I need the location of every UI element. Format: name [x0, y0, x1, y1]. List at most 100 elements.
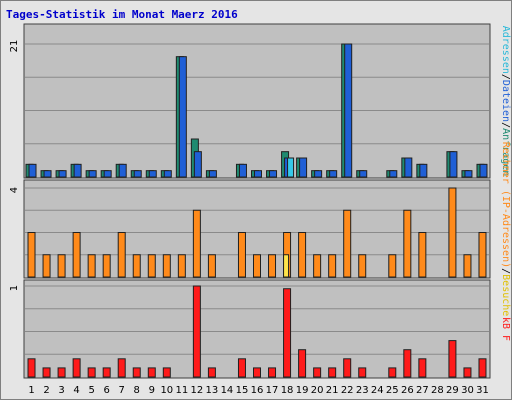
bar-visits-rechner-day-17 [268, 254, 277, 278]
bar-visits-rechner-day-20 [313, 254, 322, 278]
x-tick-label-day-14: 14 [221, 385, 234, 396]
bar-visits-rechner-day-5 [87, 254, 96, 278]
bar-kb-kb-f-day-21 [328, 367, 337, 378]
x-tick-label-day-4: 4 [73, 385, 79, 396]
legend-part: Adressen [500, 26, 511, 74]
legend-part: kB F [500, 317, 511, 341]
bar-visits-rechner-day-9 [147, 254, 156, 278]
bar-kb-kb-f-day-6 [102, 367, 111, 378]
bar-visits-rechner-day-10 [162, 254, 171, 278]
x-tick-label-day-12: 12 [191, 385, 204, 396]
panel-kb-ymax-label: 1 [9, 285, 20, 291]
bar-visits-rechner-day-16 [253, 254, 261, 278]
bar-visits-rechner-day-13 [207, 254, 216, 278]
x-tick-label-day-13: 13 [206, 385, 219, 396]
x-tick-label-day-1: 1 [28, 385, 34, 396]
bar-kb-kb-f-day-2 [42, 367, 51, 378]
bar-kb-kb-f-day-7 [117, 358, 126, 378]
panel-kb-legend-label: kB F [500, 317, 511, 341]
bar-hits-dateien-day-2 [43, 170, 52, 178]
x-tick-label-day-11: 11 [175, 385, 188, 396]
bar-hits-dateien-day-3 [58, 170, 67, 178]
bar-visits-rechner-day-22 [343, 209, 352, 278]
x-tick-label-day-18: 18 [281, 385, 294, 396]
legend-part: / [500, 122, 511, 128]
x-tick-label-day-7: 7 [119, 385, 125, 396]
panel-kb: 1 kB F [9, 279, 511, 379]
bar-visits-rechner-day-21 [328, 254, 337, 278]
bar-visits-besuche-day-18 [283, 254, 290, 278]
bar-visits-rechner-day-3 [57, 254, 66, 278]
bar-visits-rechner-day-1 [27, 232, 36, 278]
bar-hits-dateien-day-6 [103, 170, 112, 178]
bar-kb-kb-f-day-1 [27, 358, 36, 378]
bar-kb-kb-f-day-8 [132, 367, 141, 378]
bar-visits-rechner-day-7 [117, 232, 126, 278]
series-kb-f [27, 285, 487, 378]
x-tick-label-day-27: 27 [416, 385, 429, 396]
x-tick-label-day-8: 8 [134, 385, 140, 396]
bar-visits-rechner-day-12 [192, 209, 201, 278]
bar-hits-dateien-day-9 [148, 170, 157, 178]
series-adressen [287, 157, 295, 178]
chart-panels: 21 Adressen/Dateien/Anfragen 4 Rechner (IP-… [9, 23, 511, 379]
bar-hits-dateien-day-22 [344, 43, 353, 178]
legend-part: Dateien [500, 80, 511, 122]
bar-visits-rechner-day-4 [72, 232, 81, 278]
bar-hits-dateien-day-13 [208, 170, 217, 178]
bar-visits-rechner-day-15 [237, 232, 246, 278]
bar-visits-rechner-day-29 [448, 187, 457, 278]
x-tick-label-day-23: 23 [356, 385, 369, 396]
bar-kb-kb-f-day-29 [448, 340, 457, 378]
bar-visits-rechner-day-6 [102, 254, 111, 278]
bar-kb-kb-f-day-22 [343, 358, 352, 378]
bar-hits-dateien-day-8 [133, 170, 142, 178]
legend-part: / [500, 74, 511, 80]
legend-part: Besuche [500, 274, 511, 316]
bar-visits-rechner-day-11 [177, 254, 186, 278]
bar-kb-kb-f-day-27 [418, 358, 427, 378]
x-tick-label-day-10: 10 [160, 385, 173, 396]
panel-visits-ymax-label: 4 [9, 187, 20, 193]
series-besuche [283, 254, 290, 278]
bar-hits-dateien-day-12 [193, 151, 202, 178]
bar-kb-kb-f-day-3 [57, 367, 66, 378]
panel-hits-ymax-label: 21 [9, 40, 20, 53]
bar-kb-kb-f-day-19 [298, 349, 307, 378]
bar-hits-dateien-day-1 [28, 163, 37, 178]
bar-hits-dateien-day-10 [163, 170, 172, 178]
series-rechner [27, 187, 487, 278]
x-tick-label-day-22: 22 [341, 385, 354, 396]
bar-hits-dateien-day-4 [73, 163, 82, 178]
bar-kb-kb-f-day-23 [358, 367, 367, 378]
x-tick-label-day-9: 9 [149, 385, 155, 396]
bar-visits-rechner-day-30 [463, 254, 472, 278]
bar-hits-dateien-day-21 [329, 170, 338, 178]
series-dateien [28, 43, 488, 178]
chart-title: Tages-Statistik im Monat Maerz 2016 [6, 8, 238, 21]
bar-kb-kb-f-day-5 [87, 367, 96, 378]
bar-kb-kb-f-day-30 [463, 367, 472, 378]
bar-visits-rechner-day-26 [403, 209, 412, 278]
panel-hits-legend-label: Adressen/Dateien/Anfragen [500, 26, 511, 177]
panel-visits: 4 Rechner (IP-Adressen)/Besuche [9, 142, 511, 317]
panel-hits-background [23, 23, 491, 179]
bar-visits-rechner-day-19 [298, 232, 307, 278]
bar-kb-kb-f-day-13 [207, 367, 216, 378]
bar-hits-adressen-day-18 [287, 157, 295, 178]
bar-hits-dateien-day-20 [314, 170, 323, 178]
panel-hits: 21 Adressen/Dateien/Anfragen [9, 23, 511, 179]
bar-hits-dateien-day-16 [254, 170, 262, 178]
x-tick-label-day-25: 25 [386, 385, 399, 396]
legend-part: Rechner (IP-Adressen) [500, 142, 511, 268]
x-tick-label-day-28: 28 [431, 385, 444, 396]
x-axis-tick-labels: 1 2 3 4 5 6 7 8 9 10 11 12 13 14 15 16 17 18 19 20 21 22 23 24 2… [28, 385, 489, 396]
x-tick-label-day-20: 20 [311, 385, 324, 396]
bar-kb-kb-f-day-12 [192, 285, 201, 378]
bar-hits-dateien-day-26 [404, 157, 413, 178]
bar-hits-dateien-day-25 [389, 170, 398, 178]
x-tick-label-day-17: 17 [266, 385, 279, 396]
bar-hits-dateien-day-15 [238, 163, 247, 178]
x-tick-label-day-5: 5 [88, 385, 94, 396]
